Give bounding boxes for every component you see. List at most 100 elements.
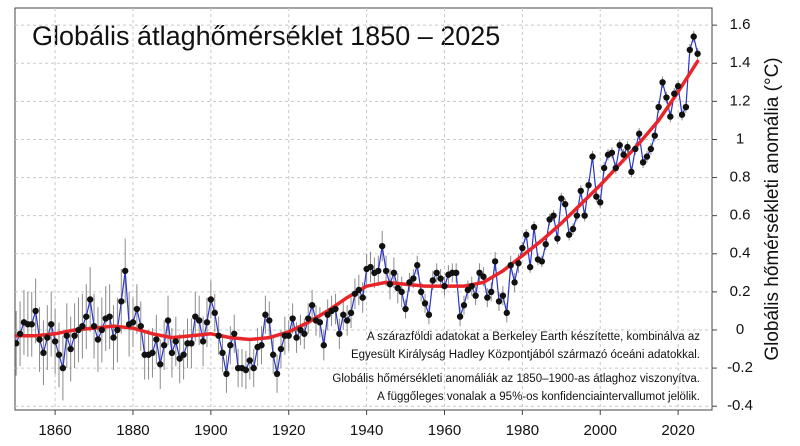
data-point bbox=[390, 269, 398, 277]
data-point bbox=[569, 225, 577, 233]
data-point bbox=[402, 305, 409, 313]
annotation: A szárazföldi adatokat a Berkeley Earth … bbox=[367, 331, 700, 343]
chart-title: Globális átlaghőmérséklet 1850 – 2025 bbox=[32, 21, 500, 51]
data-point bbox=[643, 153, 651, 160]
y-tick-label: 0 bbox=[736, 321, 744, 338]
data-point bbox=[262, 311, 269, 318]
data-point bbox=[289, 315, 296, 322]
data-point bbox=[573, 212, 581, 219]
data-point bbox=[612, 164, 620, 172]
data-point bbox=[628, 168, 635, 176]
annotation: Globális hőmérsékleti anomáliák az 1850–… bbox=[332, 373, 700, 385]
x-tick-label: 1900 bbox=[194, 422, 227, 439]
data-point bbox=[484, 294, 491, 301]
data-point bbox=[429, 277, 437, 284]
data-point bbox=[468, 282, 475, 290]
data-point bbox=[375, 267, 382, 275]
data-point bbox=[316, 319, 324, 326]
data-point bbox=[597, 199, 604, 206]
data-point bbox=[690, 33, 697, 40]
x-tick-label: 1980 bbox=[506, 422, 539, 439]
data-point bbox=[121, 267, 129, 275]
data-point bbox=[160, 342, 168, 349]
data-point bbox=[332, 305, 339, 313]
data-point bbox=[523, 231, 530, 238]
data-point bbox=[565, 231, 573, 238]
data-point bbox=[137, 322, 144, 330]
data-point bbox=[195, 317, 203, 324]
data-point bbox=[94, 336, 102, 343]
data-point bbox=[15, 340, 20, 347]
annotation: Egyesült Királyság Hadley Központjából s… bbox=[351, 349, 700, 361]
data-point bbox=[519, 244, 526, 252]
data-point bbox=[526, 263, 534, 271]
data-point bbox=[651, 132, 658, 139]
data-point bbox=[616, 141, 623, 149]
data-point bbox=[340, 311, 347, 318]
data-point bbox=[71, 332, 78, 339]
data-point bbox=[180, 351, 187, 358]
data-point bbox=[172, 338, 180, 345]
data-point bbox=[32, 307, 39, 315]
data-point bbox=[355, 286, 363, 294]
data-point bbox=[207, 296, 215, 303]
data-point bbox=[433, 269, 440, 277]
data-point bbox=[511, 279, 518, 286]
data-point bbox=[624, 143, 631, 151]
data-point bbox=[164, 317, 172, 324]
data-point bbox=[441, 282, 448, 290]
data-point bbox=[678, 111, 686, 118]
data-point bbox=[507, 262, 514, 269]
data-point bbox=[269, 351, 277, 358]
data-point bbox=[682, 103, 690, 111]
data-point bbox=[577, 187, 584, 195]
data-point bbox=[59, 364, 67, 372]
data-point bbox=[417, 288, 425, 296]
data-point bbox=[149, 349, 156, 357]
data-point bbox=[414, 262, 421, 269]
data-point bbox=[83, 313, 90, 320]
data-point bbox=[157, 361, 164, 368]
data-point bbox=[223, 370, 230, 378]
data-point bbox=[542, 241, 549, 248]
data-point bbox=[266, 317, 273, 324]
data-point bbox=[600, 164, 608, 172]
data-point bbox=[655, 103, 662, 111]
data-point bbox=[593, 193, 600, 200]
data-point bbox=[188, 340, 195, 347]
data-point bbox=[273, 370, 281, 378]
data-point bbox=[246, 357, 253, 364]
data-point bbox=[48, 321, 55, 328]
y-tick-label: -0.4 bbox=[727, 397, 753, 414]
data-point bbox=[129, 319, 137, 326]
data-point bbox=[386, 281, 394, 288]
data-point bbox=[635, 130, 643, 137]
data-point bbox=[215, 332, 222, 339]
data-point bbox=[671, 90, 678, 97]
annotation: A függőleges vonalak a 95%-os konfidenci… bbox=[377, 391, 700, 403]
data-point bbox=[558, 195, 565, 202]
data-point bbox=[378, 242, 386, 250]
data-point bbox=[608, 149, 616, 156]
data-point bbox=[495, 298, 503, 305]
data-point bbox=[133, 305, 141, 313]
data-point bbox=[305, 315, 312, 322]
data-point bbox=[674, 82, 682, 90]
data-point bbox=[293, 334, 300, 341]
data-point bbox=[227, 342, 234, 349]
x-tick-label: 2000 bbox=[584, 422, 617, 439]
data-point bbox=[40, 349, 47, 357]
data-point bbox=[620, 151, 627, 158]
data-point bbox=[285, 332, 292, 339]
data-point bbox=[460, 302, 468, 309]
data-point bbox=[647, 145, 655, 153]
data-point bbox=[554, 235, 561, 242]
data-point bbox=[258, 342, 265, 349]
y-tick-label: 0.6 bbox=[730, 207, 751, 224]
x-tick-label: 1960 bbox=[428, 422, 461, 439]
data-point bbox=[203, 319, 211, 326]
data-point bbox=[503, 309, 510, 317]
data-point bbox=[488, 288, 495, 296]
data-point bbox=[231, 330, 238, 337]
